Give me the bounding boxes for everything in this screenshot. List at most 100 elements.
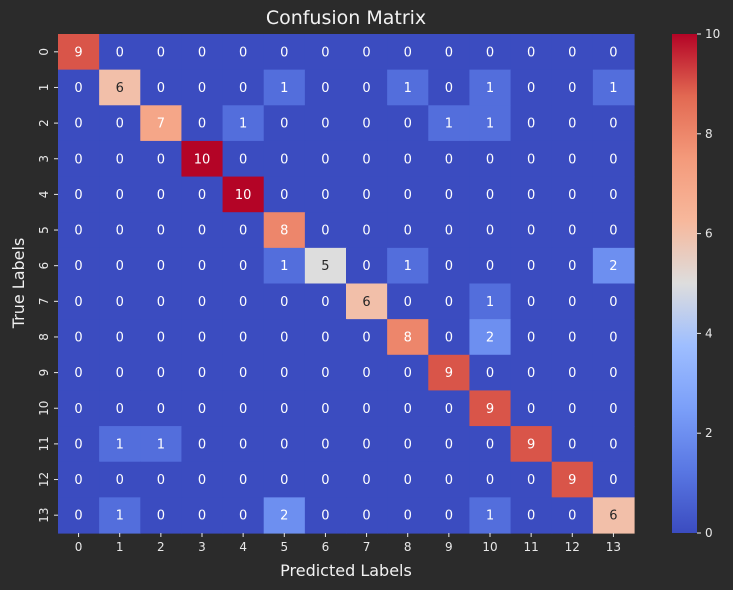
cell-value-label-6-2: 0 [157,259,165,274]
x-tick-label-10: 10 [482,540,497,554]
heatmap-cell-12-8 [387,461,429,498]
heatmap-cell-7-2 [140,283,183,320]
heatmap-cell-7-10 [469,283,512,320]
cell-value-label-2-11: 0 [527,117,535,132]
heatmap-cell-0-7 [346,34,388,71]
y-tick-label-3: 3 [37,155,51,163]
colorbar-tick-label-4: 8 [705,127,713,141]
heatmap-cell-1-11 [510,69,553,106]
cell-value-label-9-5: 0 [280,366,288,381]
heatmap-cell-11-13 [592,426,635,463]
heatmap-cell-11-2 [140,426,183,463]
cell-value-label-11-3: 0 [198,437,206,452]
heatmap-cell-7-3 [181,283,224,320]
heatmap-cell-6-0 [58,247,100,285]
heatmap-cell-2-7 [346,105,388,142]
heatmap-cell-5-5 [263,212,306,249]
heatmap-cell-5-9 [428,212,471,249]
cell-value-label-11-11: 9 [527,437,535,452]
cell-value-label-11-6: 0 [321,437,329,452]
heatmap-cell-7-8 [387,283,429,320]
cell-value-label-5-10: 0 [486,224,494,239]
heatmap-cell-5-10 [469,212,512,249]
cell-value-label-6-4: 0 [239,259,247,274]
heatmap-cell-4-6 [304,176,347,213]
cell-value-label-13-9: 0 [445,509,453,524]
heatmap-cell-2-4 [222,105,265,142]
heatmap-cell-7-11 [510,283,553,320]
cell-value-label-2-1: 0 [116,117,124,132]
cell-value-label-4-11: 0 [527,188,535,203]
heatmap-cell-8-9 [428,319,471,356]
heatmap-cell-10-10 [469,390,512,427]
cell-value-label-6-0: 0 [74,259,82,274]
cell-value-label-9-13: 0 [609,366,617,381]
y-tick-label-1: 1 [37,84,51,92]
heatmap-cell-4-1 [99,176,141,213]
heatmap-cell-0-5 [263,34,306,71]
colorbar-tick-label-0: 0 [705,526,713,540]
cell-value-label-2-13: 0 [609,117,617,132]
cell-value-label-13-7: 0 [362,509,370,524]
cell-value-label-0-6: 0 [321,45,329,60]
cell-value-label-10-1: 0 [116,402,124,417]
colorbar-tick-label-3: 6 [705,227,713,241]
cell-value-label-1-9: 0 [445,81,453,96]
heatmap-cell-7-13 [592,283,635,320]
cell-value-label-2-7: 0 [362,117,370,132]
heatmap-cell-8-8 [387,319,429,356]
heatmap-cell-11-10 [469,426,512,463]
heatmap-cell-1-3 [181,69,224,106]
heatmap-cell-10-2 [140,390,183,427]
cell-value-label-3-0: 0 [74,152,82,167]
heatmap-cell-0-10 [469,34,512,71]
cell-value-label-13-5: 2 [280,509,288,524]
cell-value-label-8-8: 8 [404,330,412,345]
heatmap-cell-10-4 [222,390,265,427]
heatmap-cell-8-5 [263,319,306,356]
cell-value-label-13-12: 0 [568,509,576,524]
heatmap-cell-5-0 [58,212,100,249]
cell-value-label-7-8: 0 [404,295,412,310]
heatmap-cell-10-0 [58,390,100,427]
cell-value-label-12-12: 9 [568,473,576,488]
y-tick-label-4: 4 [37,191,51,199]
cell-value-label-1-6: 0 [321,81,329,96]
cell-value-label-11-12: 0 [568,437,576,452]
heatmap-cell-1-5 [263,69,306,106]
heatmap-cell-6-4 [222,247,265,285]
heatmap-cell-13-4 [222,497,265,534]
cell-value-label-4-10: 0 [486,188,494,203]
cell-value-label-0-2: 0 [157,45,165,60]
heatmap-cell-1-13 [592,69,635,106]
heatmap-cell-12-5 [263,461,306,498]
cell-value-label-13-2: 0 [157,509,165,524]
cell-value-label-0-13: 0 [609,45,617,60]
heatmap-cell-11-11 [510,426,553,463]
heatmap-cell-11-12 [551,426,594,463]
heatmap-cell-2-11 [510,105,553,142]
heatmap-cell-3-0 [58,140,100,178]
heatmap-cell-13-10 [469,497,512,534]
cell-value-label-0-4: 0 [239,45,247,60]
cell-value-label-4-7: 0 [362,188,370,203]
heatmap-cell-13-12 [551,497,594,534]
y-tick-label-13: 13 [37,508,51,523]
y-tick-label-8: 8 [37,333,51,341]
heatmap-cell-1-10 [469,69,512,106]
heatmap-cell-8-3 [181,319,224,356]
heatmap-cell-9-9 [428,354,471,392]
heatmap-cell-3-3 [181,140,224,178]
cell-value-label-7-6: 0 [321,295,329,310]
heatmap-cell-7-5 [263,283,306,320]
heatmap-cell-13-13 [592,497,635,534]
cell-value-label-9-4: 0 [239,366,247,381]
heatmap-cell-11-6 [304,426,347,463]
heatmap-cell-3-10 [469,140,512,178]
cell-value-label-1-11: 0 [527,81,535,96]
cell-value-label-4-4: 10 [235,188,252,203]
heatmap-cell-0-1 [99,34,141,71]
cell-value-label-7-10: 1 [486,295,494,310]
